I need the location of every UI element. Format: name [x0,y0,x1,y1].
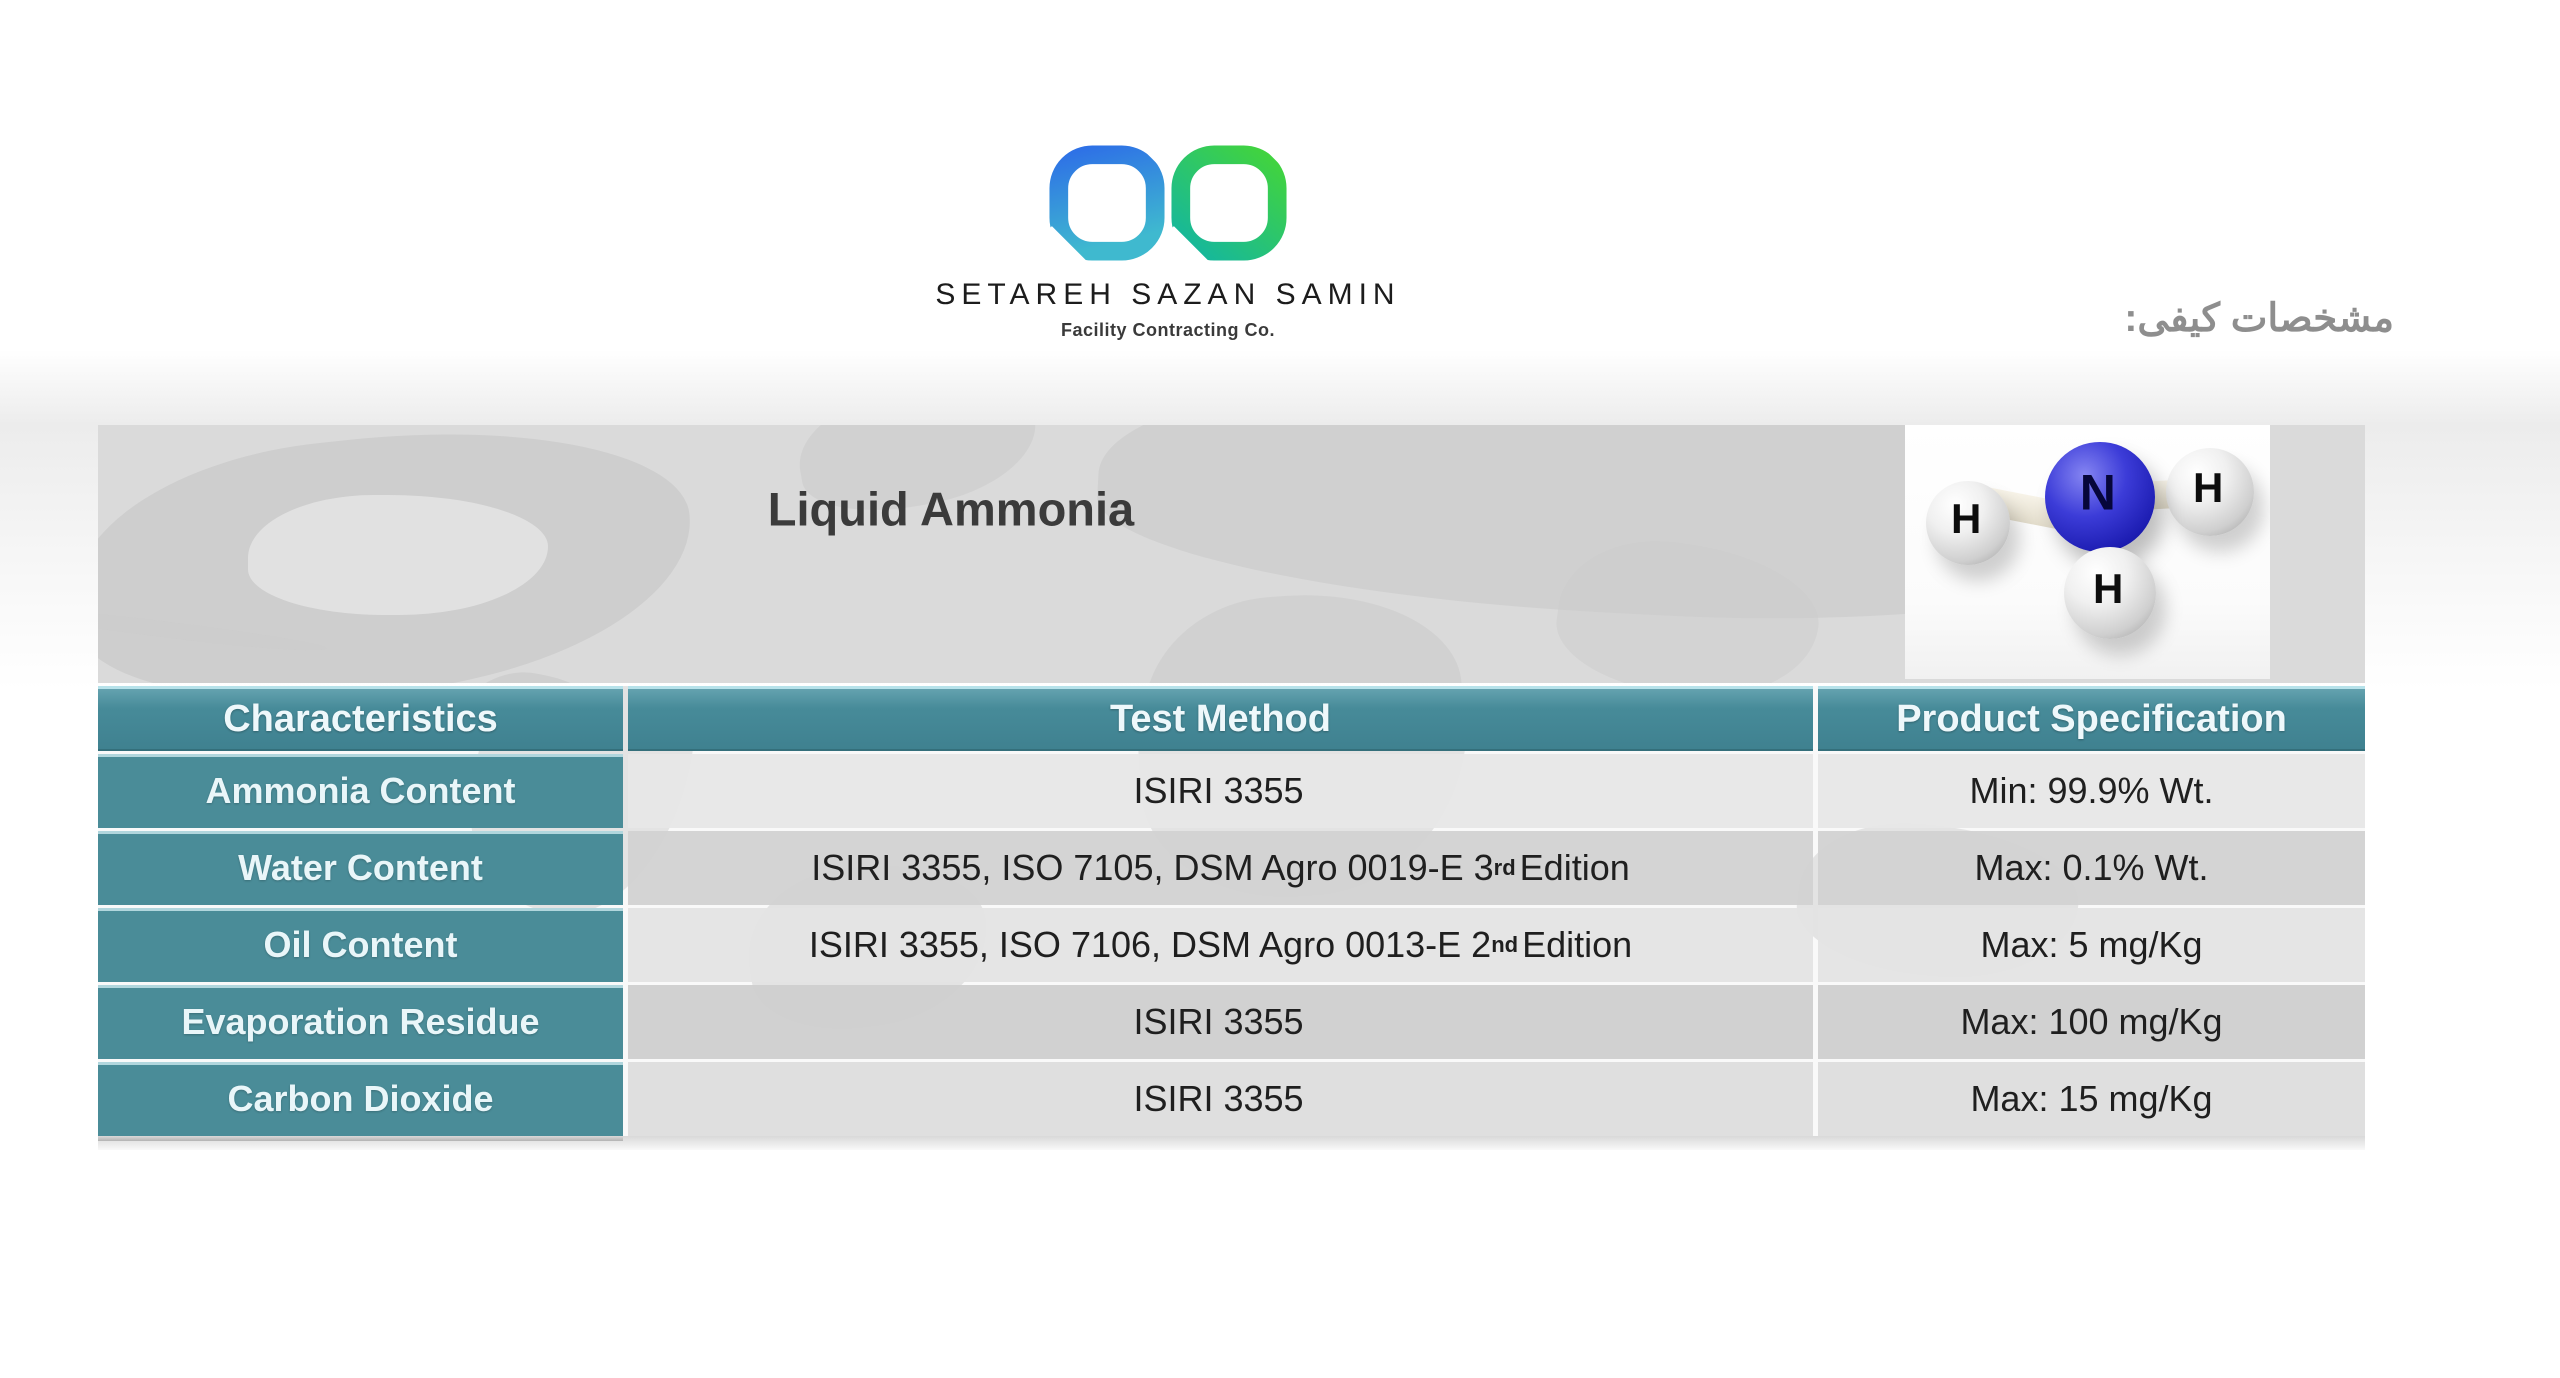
table-row: Water Content ISIRI 3355, ISO 7105, DSM A… [98,831,2365,905]
spec-sheet: Liquid Ammonia H H N H Characteristic [98,425,2365,1150]
test-method-cell: ISIRI 3355 [628,1062,1813,1136]
hydrogen-atom-bottom: H [2064,547,2156,639]
column-header-test-method: Test Method [628,686,1813,751]
quality-specs-caption: مشخصات کیفی: [2124,297,2394,340]
column-header-characteristics: Characteristics [98,686,623,751]
company-subtitle: Facility Contracting Co. [1060,320,1276,340]
spec-cell: Max: 15 mg/Kg [1818,1062,2365,1136]
characteristic-cell: Water Content [98,831,623,905]
hydrogen-atom-left: H [1926,481,2010,565]
characteristic-cell: Evaporation Residue [98,985,623,1059]
company-logo [818,142,1518,264]
spec-table: Characteristics Test Method Product Spec… [98,686,2365,1150]
spec-table-body: Ammonia Content ISIRI 3355 Min: 99.9% Wt. W… [98,754,2365,1136]
logo-leaf-blue-icon [1048,142,1166,264]
product-banner: Liquid Ammonia H H N H [98,425,2365,683]
test-method-text: ISIRI 3355, ISO 7105, DSM Agro 0019-E 3 [811,847,1494,888]
table-row: Carbon Dioxide ISIRI 3355 Max: 15 mg/Kg [98,1062,2365,1136]
spec-cell: Max: 5 mg/Kg [1818,908,2365,982]
nitrogen-atom: N [2045,442,2155,552]
ammonia-molecule-image: H H N H [1905,425,2270,679]
test-method-cell: ISIRI 3355 [628,754,1813,828]
table-bottom-fade [98,1136,2365,1150]
product-title: Liquid Ammonia [767,482,1135,536]
test-method-text-tail: Edition [1522,924,1633,965]
test-method-cell: ISIRI 3355 [628,985,1813,1059]
spec-cell: Max: 100 mg/Kg [1818,985,2365,1059]
hydrogen-atom-right: H [2166,448,2254,536]
table-header-row: Characteristics Test Method Product Spec… [98,686,2365,751]
table-row: Oil Content ISIRI 3355, ISO 7106, DSM Agr… [98,908,2365,982]
spec-cell: Max: 0.1% Wt. [1818,831,2365,905]
characteristic-cell: Oil Content [98,908,623,982]
logo-leaf-green-icon [1170,142,1288,264]
table-row: Evaporation Residue ISIRI 3355 Max: 100 mg… [98,985,2365,1059]
characteristic-cell: Carbon Dioxide [98,1062,623,1136]
test-method-text: ISIRI 3355 [1133,770,1304,811]
company-name: SETAREH SAZAN SAMIN [935,278,1401,311]
test-method-text: ISIRI 3355 [1133,1001,1304,1042]
test-method-text-tail: Edition [1519,847,1630,888]
test-method-text: ISIRI 3355, ISO 7106, DSM Agro 0013-E 2 [808,924,1492,965]
spec-cell: Min: 99.9% Wt. [1818,754,2365,828]
table-row: Ammonia Content ISIRI 3355 Min: 99.9% Wt. [98,754,2365,828]
characteristic-cell: Ammonia Content [98,754,623,828]
test-method-text: ISIRI 3355 [1133,1078,1304,1119]
company-brand: SETAREH SAZAN SAMIN Facility Contracting… [818,142,1518,341]
column-header-product-specification: Product Specification [1818,686,2365,751]
